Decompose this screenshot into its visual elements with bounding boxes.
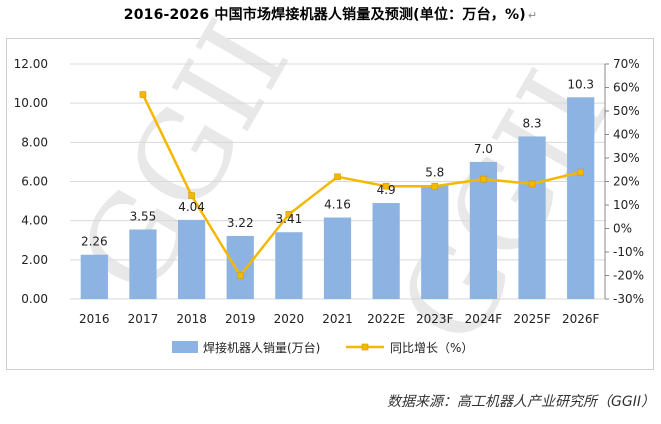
bar [323, 217, 352, 299]
growth-point [528, 180, 536, 188]
chart-frame [6, 38, 654, 370]
bar [177, 219, 206, 299]
y-right-tick-label: 30% [613, 151, 640, 165]
growth-point [285, 211, 293, 218]
bar-data-label: 4.16 [324, 198, 351, 212]
x-tick-label: 2019 [225, 312, 256, 326]
y-right-tick-label: 70% [613, 57, 640, 71]
x-tick-label: 2016 [79, 312, 110, 326]
bar-data-label: 4.9 [377, 183, 396, 197]
chart-title: 2016-2026 中国市场焊接机器人销量及预测(单位：万台，%) ↵ [0, 4, 661, 24]
growth-point [188, 192, 195, 199]
chart-title-text: 2016-2026 中国市场焊接机器人销量及预测(单位：万台，%) [123, 7, 526, 23]
y-left-tick-label: 8.00 [21, 135, 48, 149]
y-right-tick-label: -20% [613, 269, 644, 283]
x-tick-label: 2023F [416, 312, 454, 326]
growth-point [334, 173, 341, 181]
x-tick-label: 2025F [513, 312, 551, 326]
legend-bar-swatch [172, 341, 198, 353]
y-left-tick-label: 4.00 [21, 214, 48, 228]
bar-data-label: 5.8 [425, 165, 444, 179]
bar [469, 161, 498, 299]
growth-point [480, 175, 487, 183]
x-tick-label: 2018 [176, 312, 207, 326]
y-right-tick-label: 60% [613, 81, 640, 95]
bar-data-label: 4.04 [178, 200, 205, 214]
x-tick-label: 2026F [562, 312, 600, 326]
y-right-tick-label: -10% [613, 245, 644, 259]
x-tick-label: 2022E [367, 312, 405, 326]
source-note: 数据来源：高工机器人产业研究所（GGII） [387, 394, 655, 410]
bar [518, 136, 546, 299]
growth-point [577, 168, 584, 176]
paragraph-mark: ↵ [527, 9, 538, 22]
bar-data-label: 3.22 [227, 216, 254, 230]
bar [80, 254, 108, 299]
bar [226, 235, 254, 299]
growth-line [141, 94, 581, 278]
y-right-tick-label: 10% [613, 198, 640, 212]
legend-line-marker [361, 343, 369, 351]
x-tick-label: 2024F [465, 312, 503, 326]
growth-point [431, 182, 439, 190]
y-left-tick-label: 12.00 [14, 57, 48, 71]
x-tick-label: 2017 [128, 312, 159, 326]
bar [421, 185, 449, 299]
growth-point [139, 91, 147, 98]
bar [372, 203, 400, 299]
y-left-tick-label: 2.00 [21, 253, 48, 267]
x-tick-label: 2020 [274, 312, 305, 326]
legend-line-label: 同比增长（%） [390, 341, 473, 355]
y-right-tick-label: 0% [613, 222, 632, 236]
bar-data-label: 10.3 [567, 77, 594, 91]
bar-data-label: 8.3 [522, 116, 541, 130]
x-tick-label: 2021 [322, 312, 353, 326]
y-left-tick-label: 6.00 [21, 175, 48, 189]
y-right-tick-label: 40% [613, 128, 640, 142]
bar-data-label: 3.55 [130, 209, 157, 223]
bar-data-label: 3.41 [276, 212, 303, 226]
bar [567, 97, 595, 300]
y-right-tick-label: 20% [613, 175, 640, 189]
y-left-tick-label: 0.00 [21, 292, 48, 306]
bar [129, 229, 157, 299]
legend-bar-label: 焊接机器人销量(万台) [203, 340, 320, 355]
growth-point [382, 182, 390, 190]
y-right-tick-label: 50% [613, 104, 640, 118]
y-left-tick-label: 10.00 [14, 96, 48, 110]
bar-data-label: 2.26 [81, 235, 108, 249]
bar-data-label: 7.0 [474, 142, 493, 156]
bar [275, 232, 303, 299]
growth-point [236, 272, 244, 279]
y-right-tick-label: -30% [613, 292, 644, 306]
